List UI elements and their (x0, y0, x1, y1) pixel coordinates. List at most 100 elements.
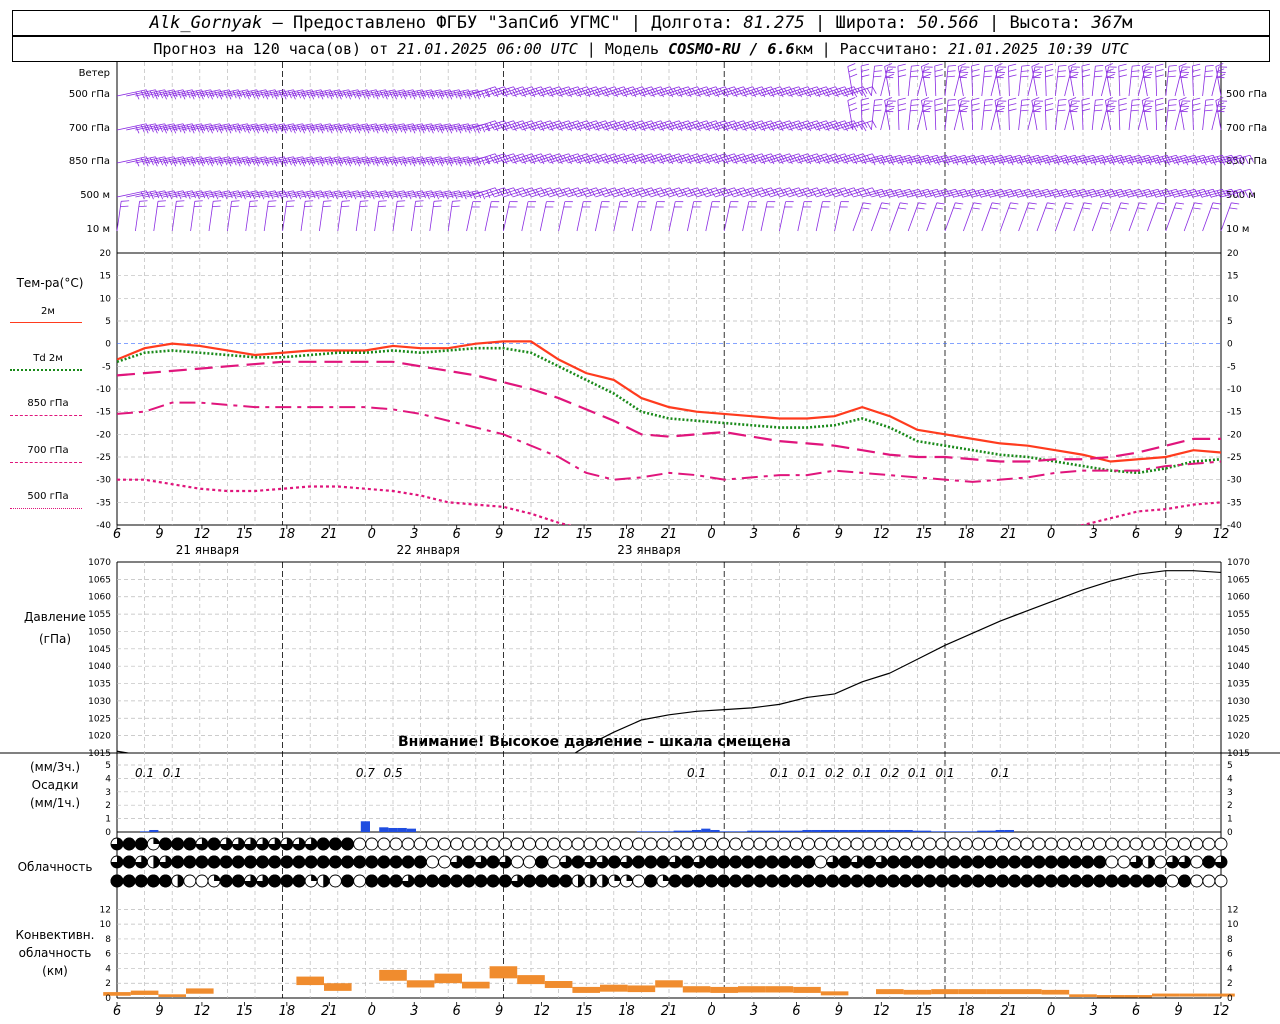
wind-barb-feather (558, 123, 563, 132)
wind-barb (788, 120, 818, 131)
wind-barb-feather (1106, 68, 1114, 73)
wind-barb-feather (1032, 68, 1041, 73)
wind-barb-feather (531, 187, 537, 195)
precip-tick-label-right: 4 (1227, 774, 1233, 784)
wind-barb-feather (398, 90, 403, 99)
wind-barb (273, 156, 303, 164)
forecast-time: 21.01.2025 06:00 UTC (397, 40, 578, 58)
wind-barb-feather (320, 156, 325, 165)
wind-barb-feather (1215, 97, 1224, 101)
cloud-cover-fill (153, 838, 160, 844)
wind-barb-feather (715, 153, 721, 161)
cloud-cover-fill (911, 855, 925, 869)
wind-barb (567, 120, 597, 131)
wind-barb (687, 86, 717, 97)
wind-barb-feather (714, 89, 720, 98)
wind-barb-feather (613, 123, 618, 132)
wind-barb-feather (237, 89, 242, 98)
wind-barb-feather (135, 91, 140, 100)
wind-level-label-right: 500 м (1226, 190, 1256, 201)
wind-barb-feather (793, 155, 798, 163)
wind-barb (236, 123, 267, 131)
wind-barb-feather (650, 156, 655, 165)
wind-barb-feather (319, 91, 324, 100)
cloud-cover-symbol (425, 874, 439, 888)
wind-barb-feather (743, 153, 748, 161)
precip-unit-1h: (мм/1ч.) (29, 796, 81, 810)
wind-barb-feather (339, 123, 344, 132)
wind-barb-feather (1057, 104, 1066, 106)
cloud-cover-symbol (1153, 855, 1167, 869)
time-label-bottom: 6 (453, 1004, 461, 1019)
cloud-cover-symbol (1105, 855, 1119, 869)
cloud-cover-symbol (814, 874, 828, 888)
wind-barb-feather (664, 155, 670, 163)
wind-barb-feather (403, 123, 408, 132)
wind-barb-feather (201, 123, 206, 132)
altitude-unit: м (1122, 13, 1133, 33)
cloud-cover-symbol (996, 837, 1010, 851)
convective-bar (986, 989, 1014, 995)
wind-barb-feather (475, 125, 480, 134)
wind-barb-feather (1111, 155, 1116, 163)
wind-barb (162, 156, 193, 164)
wind-barb (724, 187, 753, 198)
wind-barb-feather (668, 89, 674, 98)
convective-bar (820, 991, 849, 996)
wind-barb-feather (493, 156, 499, 165)
wind-barb-feather (1203, 155, 1208, 163)
wind-barb-feather (223, 191, 228, 200)
wind-barb-feather (563, 122, 568, 130)
wind-barb-feather (403, 156, 408, 165)
cloud-cover-fill (214, 875, 221, 881)
wind-barb-feather (191, 123, 196, 132)
wind-barb (631, 201, 639, 232)
cloud-cover-symbol (923, 837, 937, 851)
wind-barb (356, 123, 386, 131)
wind-barb-feather (830, 88, 835, 96)
wind-barb-feather (1155, 63, 1164, 67)
wind-barb-feather (1008, 103, 1017, 106)
cloud-cover-symbol (935, 874, 949, 888)
wind-level-label: 850 гПа (68, 156, 110, 167)
wind-barb-feather (971, 74, 980, 78)
wind-barb-feather (168, 157, 173, 166)
wind-barb-feather (227, 91, 232, 100)
convective-tick-label: 0 (105, 994, 111, 1004)
wind-barb (172, 156, 202, 164)
wind-barb-feather (1031, 97, 1040, 101)
cloud-cover-symbol (753, 874, 767, 888)
wind-barb-feather (659, 89, 664, 98)
wind-barb-feather (356, 125, 361, 134)
cloud-cover-symbol (365, 855, 379, 869)
wind-barb-feather (348, 190, 353, 199)
wind-barb-feather (605, 153, 610, 161)
cloud-cover-fill (753, 855, 767, 869)
wind-barb-feather (761, 120, 767, 128)
wind-barb-feather (839, 189, 844, 197)
wind-barb-feather (503, 187, 509, 195)
wind-barb-feather (692, 122, 697, 130)
wind-barb-feather (1131, 104, 1140, 106)
wind-barb-feather (393, 91, 397, 100)
wind-barb-feather (1165, 157, 1170, 166)
cloud-cover-fill (535, 874, 549, 888)
wind-barb-feather (1137, 157, 1143, 166)
cloud-cover-fill (729, 855, 743, 869)
cloud-cover-symbol (316, 855, 330, 869)
wind-barb-feather (205, 191, 210, 200)
wind-barb-feather (793, 189, 798, 197)
wind-barb (926, 202, 938, 232)
wind-barb (383, 190, 414, 198)
wind-barb-feather (715, 187, 721, 195)
wind-barb-feather (604, 156, 609, 165)
wind-barb-feather (618, 88, 624, 96)
wind-barb-feather (686, 156, 692, 165)
wind-barb-feather (1167, 75, 1176, 78)
wind-barb-feather (477, 123, 482, 132)
wind-barb-feather (503, 153, 509, 161)
wind-barb-feather (286, 200, 295, 202)
pressure-tick-label-right: 1055 (1227, 610, 1250, 620)
precip-bar (940, 831, 950, 832)
wind-barb-feather (425, 124, 430, 133)
